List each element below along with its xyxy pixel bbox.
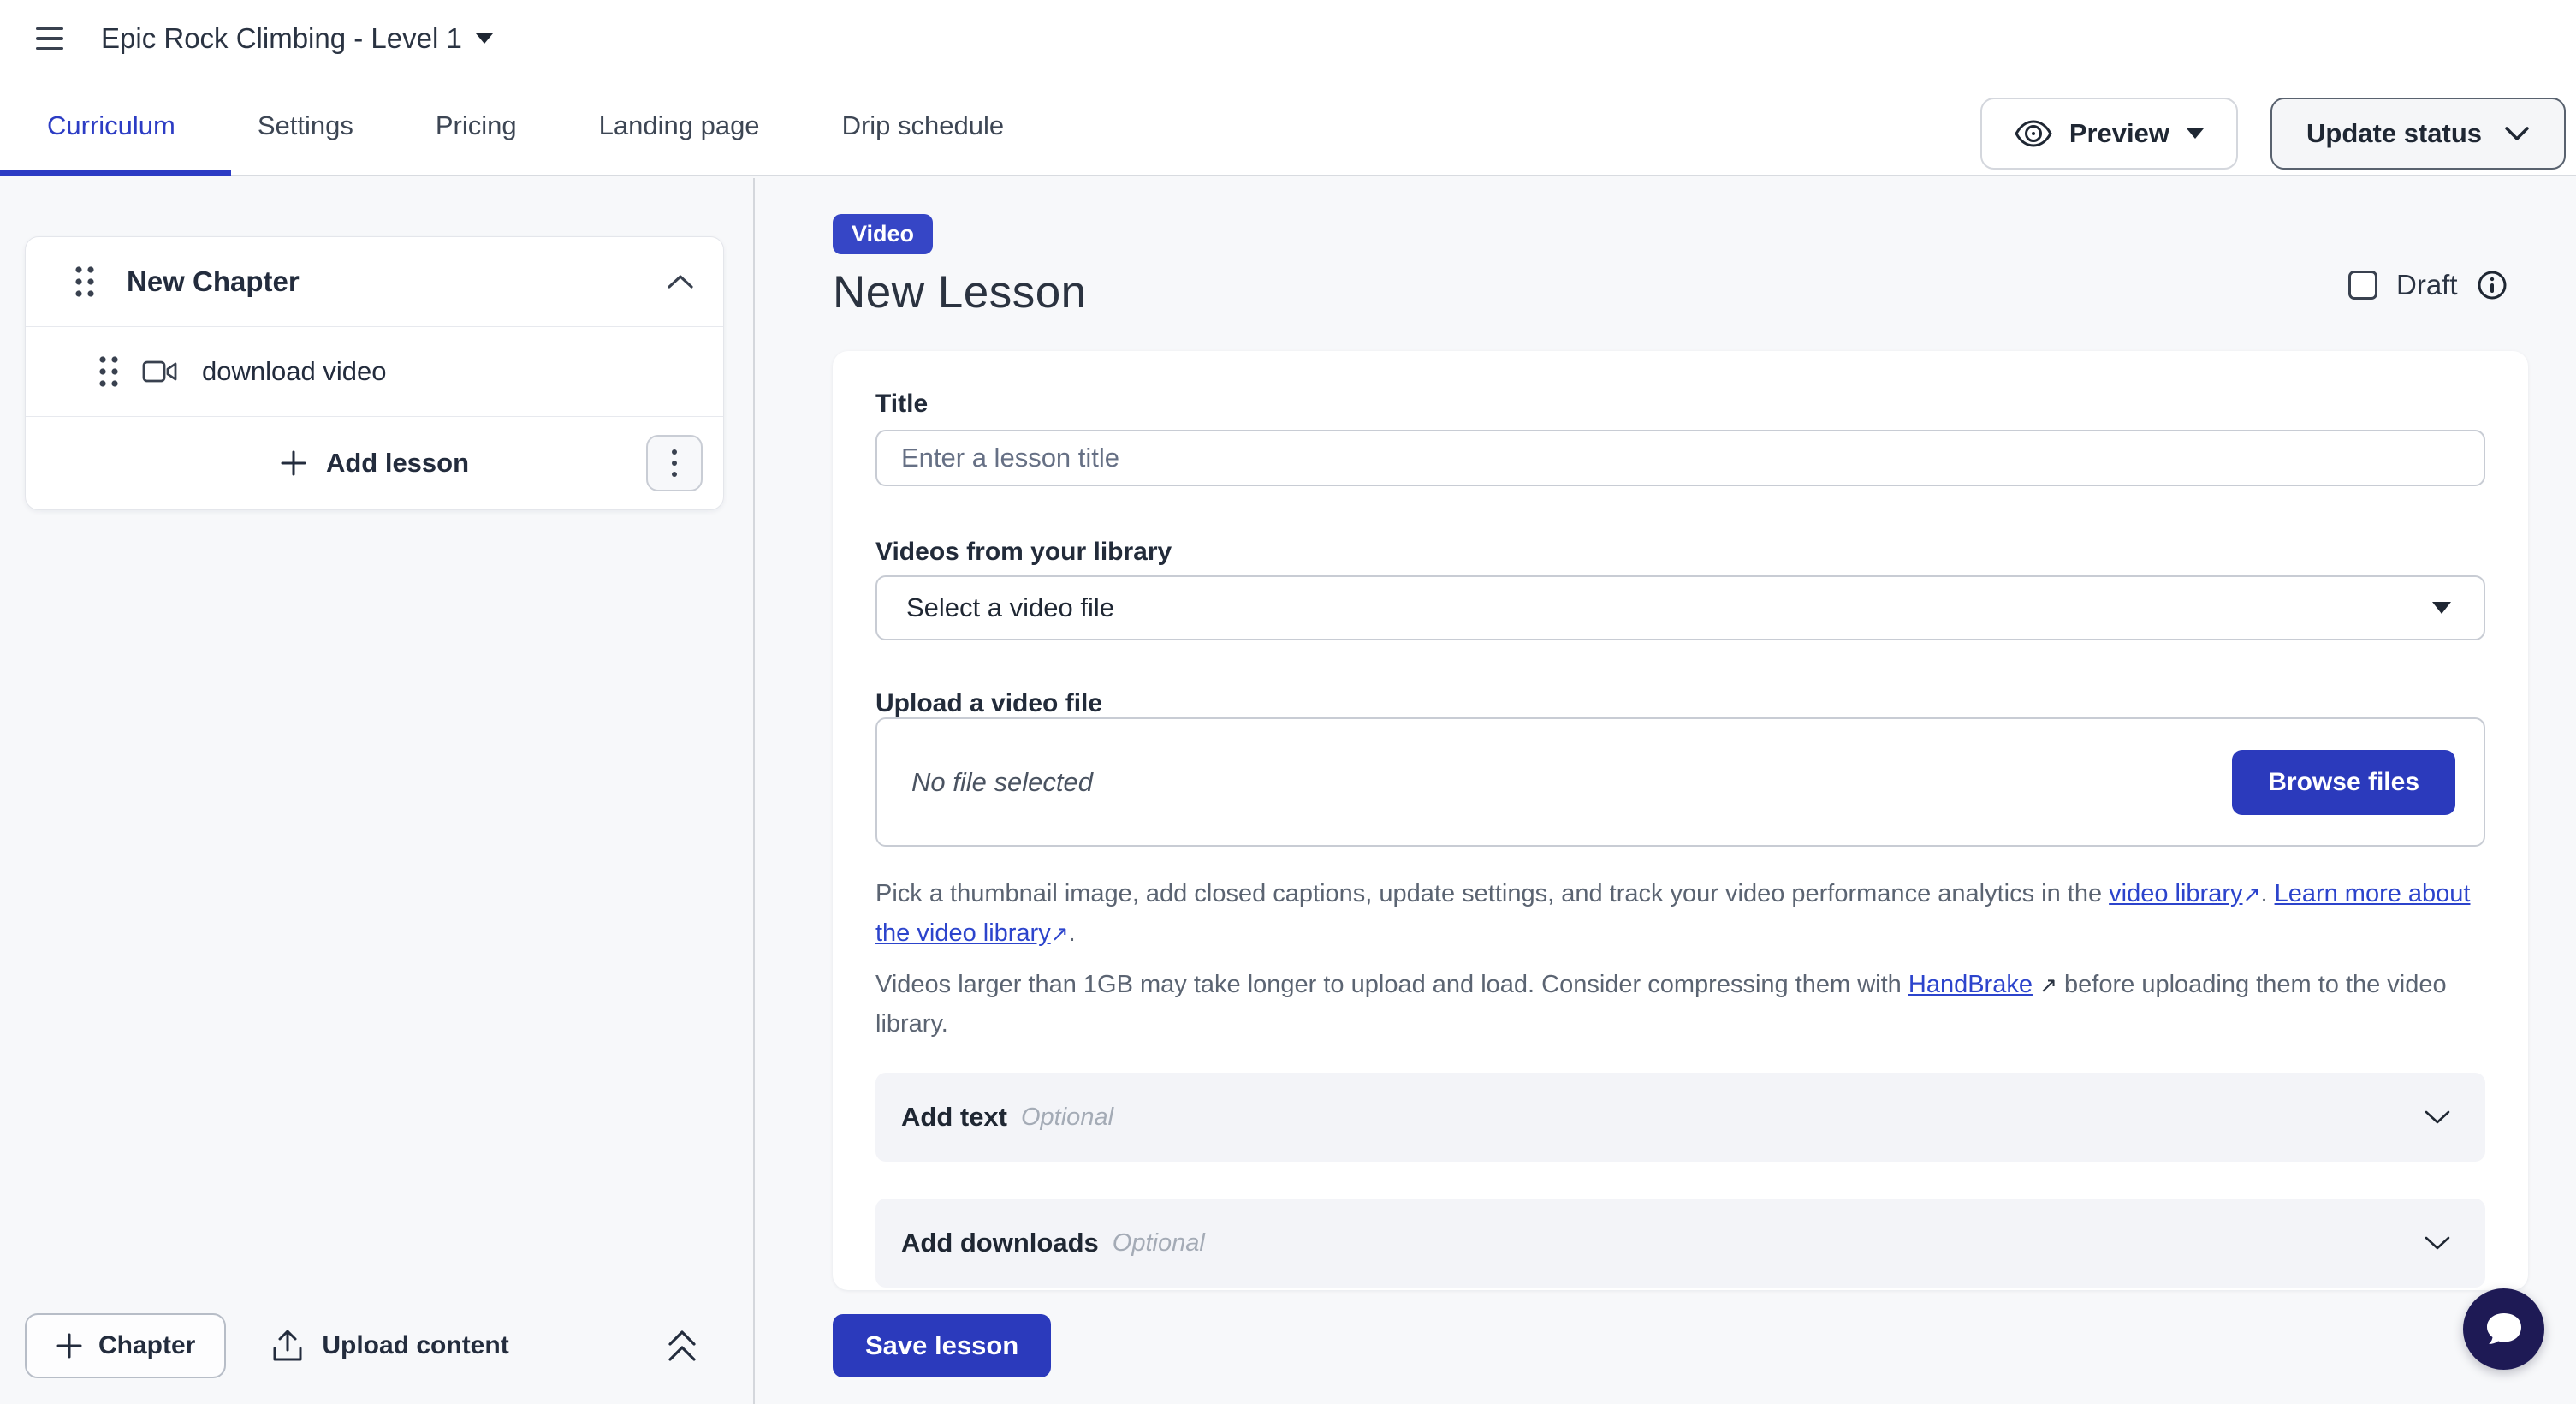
info-icon[interactable] bbox=[2477, 270, 2508, 300]
caret-down-icon bbox=[2187, 128, 2205, 139]
lesson-header: Video New Lesson bbox=[833, 214, 1087, 318]
divider bbox=[26, 326, 723, 327]
double-chevron-up-icon bbox=[668, 1330, 696, 1361]
active-tab-indicator bbox=[0, 170, 231, 176]
tab-curriculum[interactable]: Curriculum bbox=[47, 110, 175, 140]
add-downloads-label: Add downloads bbox=[901, 1228, 1099, 1258]
chapter-options-button[interactable] bbox=[646, 435, 703, 491]
plus-icon bbox=[281, 450, 306, 476]
external-link-icon: ↗ bbox=[2242, 883, 2261, 907]
add-text-label: Add text bbox=[901, 1102, 1007, 1132]
add-text-accordion[interactable]: Add text Optional bbox=[875, 1073, 2485, 1162]
file-upload-dropzone: No file selected Browse files bbox=[875, 717, 2485, 847]
add-downloads-accordion[interactable]: Add downloads Optional bbox=[875, 1199, 2485, 1288]
drag-handle-icon[interactable] bbox=[74, 263, 96, 300]
video-library-select[interactable]: Select a video file bbox=[875, 575, 2485, 640]
chevron-down-icon bbox=[2505, 127, 2529, 140]
preview-label: Preview bbox=[2069, 118, 2170, 148]
library-field-label: Videos from your library bbox=[875, 538, 1172, 566]
hamburger-menu-icon[interactable] bbox=[36, 20, 74, 57]
divider bbox=[26, 416, 723, 417]
add-chapter-button[interactable]: Chapter bbox=[25, 1313, 227, 1378]
page-title: New Lesson bbox=[833, 267, 1087, 318]
lesson-form-card: Title Videos from your library Select a … bbox=[833, 351, 2528, 1290]
plus-icon bbox=[56, 1333, 82, 1359]
browse-files-button[interactable]: Browse files bbox=[2232, 749, 2455, 815]
course-title: Epic Rock Climbing - Level 1 bbox=[101, 22, 462, 54]
upload-content-button[interactable]: Upload content bbox=[270, 1328, 509, 1364]
chapter-card: New Chapter download video Add lesson bbox=[25, 236, 724, 510]
sidebar-divider bbox=[753, 178, 755, 1404]
sidebar-footer: Chapter Upload content bbox=[25, 1313, 723, 1378]
chevron-down-icon bbox=[475, 33, 493, 44]
upload-content-label: Upload content bbox=[322, 1331, 509, 1359]
chapter-button-label: Chapter bbox=[98, 1331, 196, 1359]
tab-landing-page[interactable]: Landing page bbox=[598, 110, 760, 140]
upload-icon bbox=[273, 1330, 302, 1361]
collapse-all-button[interactable] bbox=[665, 1327, 699, 1365]
chapter-header-row[interactable]: New Chapter bbox=[26, 237, 723, 326]
video-library-link[interactable]: video library bbox=[2109, 880, 2243, 907]
tab-bar: Curriculum Settings Pricing Landing page… bbox=[0, 77, 2576, 176]
drag-handle-icon[interactable] bbox=[98, 353, 120, 390]
update-status-button[interactable]: Update status bbox=[2270, 98, 2566, 170]
update-status-label: Update status bbox=[2306, 118, 2482, 148]
add-lesson-row[interactable]: Add lesson bbox=[26, 417, 723, 509]
handbrake-link[interactable]: HandBrake bbox=[1908, 971, 2033, 998]
tab-settings[interactable]: Settings bbox=[257, 110, 353, 140]
optional-label: Optional bbox=[1021, 1103, 1114, 1131]
no-file-selected-text: No file selected bbox=[911, 766, 1093, 797]
title-field-label: Title bbox=[875, 390, 929, 418]
video-camera-icon bbox=[142, 360, 177, 383]
video-library-selected-value: Select a video file bbox=[906, 592, 1114, 622]
chat-bubble-icon bbox=[2486, 1312, 2521, 1344]
upload-field-label: Upload a video file bbox=[875, 689, 1103, 717]
optional-label: Optional bbox=[1112, 1228, 1205, 1257]
video-library-help-text: Pick a thumbnail image, add closed capti… bbox=[875, 875, 2485, 954]
external-link-icon: ↗ bbox=[1050, 922, 1069, 946]
chevron-down-icon bbox=[2425, 1110, 2450, 1124]
lesson-row[interactable]: download video bbox=[26, 327, 723, 416]
learn-more-link[interactable]: Learn more about the video library bbox=[875, 880, 2471, 947]
preview-button[interactable]: Preview bbox=[1979, 98, 2239, 170]
compression-help-text: Videos larger than 1GB may take longer t… bbox=[875, 966, 2485, 1044]
tab-drip-schedule[interactable]: Drip schedule bbox=[841, 110, 1005, 140]
chapter-title: New Chapter bbox=[127, 265, 300, 297]
lesson-name: download video bbox=[202, 356, 387, 386]
tab-pricing[interactable]: Pricing bbox=[435, 110, 517, 140]
lesson-type-badge: Video bbox=[833, 214, 934, 254]
chevron-up-icon[interactable] bbox=[667, 274, 694, 289]
select-caret-icon bbox=[2432, 602, 2451, 614]
kebab-menu-icon bbox=[672, 449, 677, 477]
chevron-down-icon bbox=[2425, 1236, 2450, 1250]
external-link-icon: ↗ bbox=[2039, 973, 2057, 997]
eye-icon bbox=[2015, 120, 2052, 147]
draft-toggle: Draft bbox=[2348, 269, 2508, 301]
top-header: Epic Rock Climbing - Level 1 bbox=[0, 0, 2576, 77]
course-title-dropdown[interactable]: Epic Rock Climbing - Level 1 bbox=[101, 22, 493, 55]
chat-widget-button[interactable] bbox=[2463, 1288, 2544, 1370]
draft-checkbox[interactable] bbox=[2348, 271, 2377, 300]
lesson-title-input[interactable] bbox=[875, 430, 2485, 486]
save-lesson-button[interactable]: Save lesson bbox=[833, 1314, 1052, 1377]
add-lesson-label: Add lesson bbox=[325, 448, 470, 478]
draft-label: Draft bbox=[2396, 269, 2458, 300]
